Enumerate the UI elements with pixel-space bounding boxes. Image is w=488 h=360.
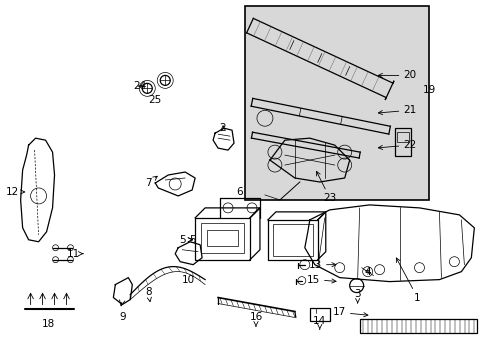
Text: 24: 24 [133, 81, 146, 91]
Text: 10: 10 [181, 275, 194, 285]
Text: 12: 12 [6, 187, 24, 197]
Text: 21: 21 [378, 105, 415, 115]
Text: 3: 3 [354, 289, 360, 303]
Text: 8: 8 [144, 287, 151, 302]
Bar [359, 319, 476, 333]
Text: 23: 23 [316, 171, 336, 203]
Text: 16: 16 [249, 312, 262, 327]
Text: 25: 25 [148, 95, 162, 105]
Text: 19: 19 [422, 85, 435, 95]
Text: 4: 4 [364, 267, 370, 276]
Text: 6: 6 [236, 187, 243, 197]
Bar [207, 230, 238, 246]
Text: 1: 1 [395, 258, 420, 302]
Bar [272, 224, 312, 256]
Bar [309, 307, 329, 321]
Text: 15: 15 [306, 275, 335, 285]
Text: 18: 18 [42, 319, 55, 329]
Bar [394, 128, 410, 156]
Text: 22: 22 [378, 140, 415, 150]
Bar [201, 223, 244, 253]
Text: 7: 7 [144, 176, 157, 188]
Text: 2: 2 [219, 123, 226, 133]
Text: 13: 13 [308, 260, 335, 270]
Text: 20: 20 [378, 71, 415, 80]
Text: 14: 14 [312, 316, 326, 329]
Text: 5: 5 [179, 235, 192, 245]
Bar [396, 132, 407, 142]
Text: 9: 9 [119, 312, 125, 323]
Bar [195, 218, 249, 260]
Text: 5: 5 [188, 235, 195, 245]
Text: 17: 17 [332, 307, 367, 318]
Text: 11: 11 [67, 249, 83, 259]
FancyBboxPatch shape [244, 6, 428, 200]
